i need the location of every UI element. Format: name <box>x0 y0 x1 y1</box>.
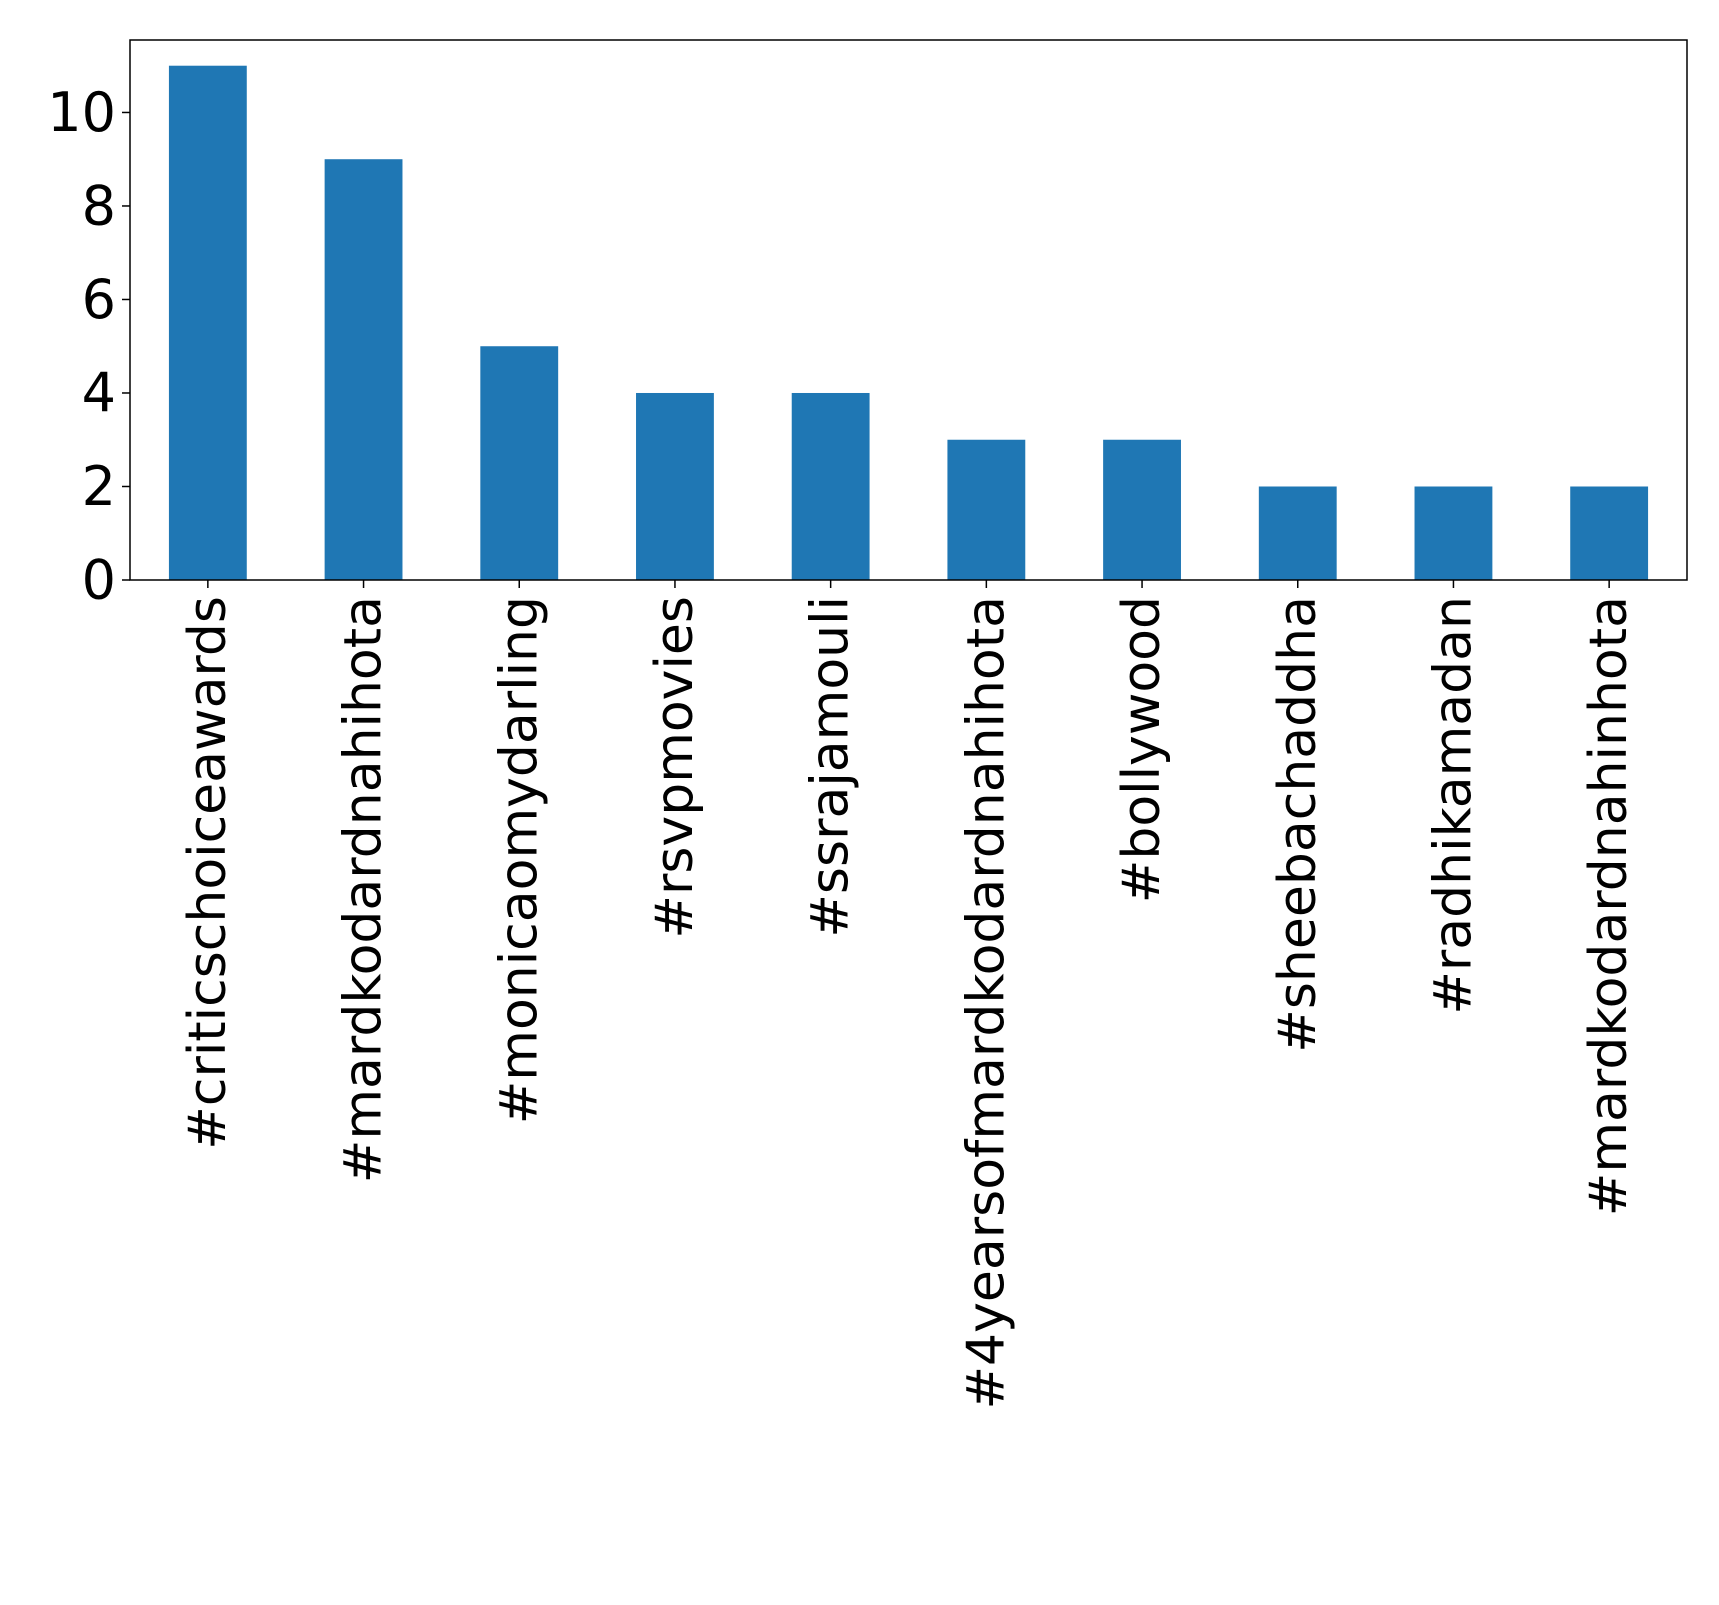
x-axis: #criticschoiceawards #mardkodardnahihota #… <box>178 580 1639 1410</box>
bar <box>1414 486 1493 580</box>
bar <box>1258 486 1337 580</box>
bar <box>791 392 870 580</box>
y-tick-label: 8 <box>82 174 116 237</box>
bar <box>168 65 247 580</box>
x-tick-label: #mardkodardnahihota <box>334 596 394 1183</box>
x-tick-label: #ssrajamouli <box>801 596 861 938</box>
bar <box>1570 486 1649 580</box>
bar <box>636 392 714 580</box>
bar <box>1103 439 1181 580</box>
x-tick-label: #radhikamadan <box>1423 596 1483 1015</box>
y-tick-label: 2 <box>82 455 116 518</box>
x-tick-label: #mardkodardnahinhota <box>1579 596 1639 1216</box>
x-tick-label: #sheebachaddha <box>1268 596 1328 1053</box>
x-tick-label: #monicaomydarling <box>489 596 549 1124</box>
y-tick-label: 10 <box>47 81 116 144</box>
y-tick-label: 4 <box>82 361 116 424</box>
y-tick-label: 6 <box>82 268 116 331</box>
y-tick-label: 0 <box>82 549 116 612</box>
y-axis: 0 2 4 6 8 10 <box>47 81 130 612</box>
bar <box>947 439 1026 580</box>
bars-group <box>168 65 1649 581</box>
plot-frame <box>129 39 1688 581</box>
bar <box>324 159 403 581</box>
x-tick-label: #bollywood <box>1112 596 1172 903</box>
x-tick-label: #criticschoiceawards <box>178 596 238 1150</box>
x-tick-label: #rsvpmovies <box>645 596 705 939</box>
x-tick-label: #4yearsofmardkodardnahihota <box>956 596 1016 1410</box>
bar <box>480 346 559 580</box>
